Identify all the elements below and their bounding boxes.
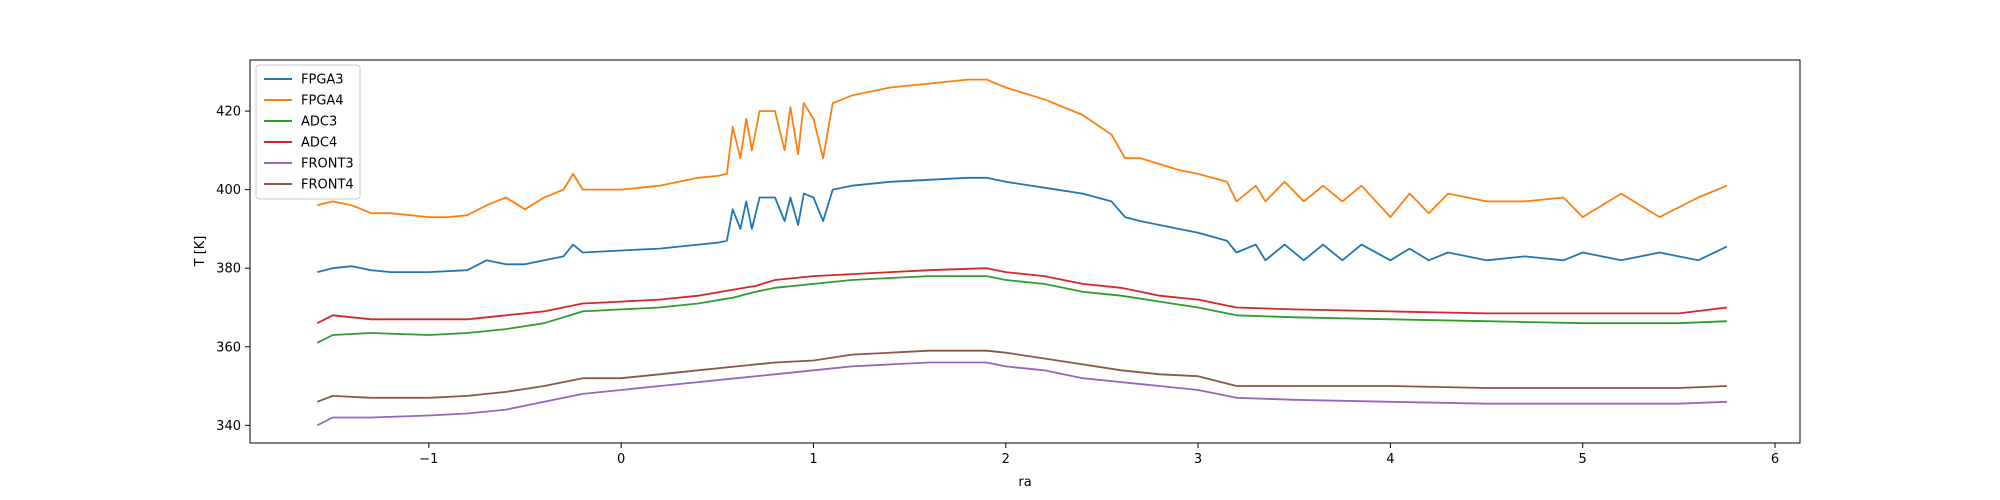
y-tick-label: 420 xyxy=(216,105,241,120)
series-line-front3 xyxy=(316,361,1727,427)
x-tick-label: 3 xyxy=(1194,452,1202,467)
series-line-adc3 xyxy=(316,275,1727,344)
legend-label-adc3: ADC3 xyxy=(301,115,337,130)
x-tick-label: 1 xyxy=(809,452,817,467)
series-line-fpga4 xyxy=(317,78,1728,219)
series-line-adc4 xyxy=(316,267,1728,325)
x-axis-label: ra xyxy=(1018,475,1031,490)
x-tick-label: −1 xyxy=(419,452,438,467)
x-tick-label: 0 xyxy=(617,452,625,467)
series-layer xyxy=(316,78,1728,427)
x-tick-label: 4 xyxy=(1386,452,1394,467)
legend-box xyxy=(255,64,361,200)
series-line-fpga3 xyxy=(317,176,1728,274)
x-tick-label: 5 xyxy=(1579,452,1587,467)
y-tick-label: 360 xyxy=(216,340,241,355)
series-line-front4 xyxy=(316,349,1727,403)
y-tick-label: 400 xyxy=(216,183,241,198)
legend-label-fpga4: FPGA4 xyxy=(301,94,344,109)
legend-label-front4: FRONT4 xyxy=(301,178,354,193)
x-tick-label: 6 xyxy=(1771,452,1779,467)
x-tick-label: 2 xyxy=(1002,452,1010,467)
y-axis-label: T [K] xyxy=(193,236,208,268)
y-axis: 340 360 380 400 420 xyxy=(216,105,250,434)
legend-label-adc4: ADC4 xyxy=(301,136,337,151)
x-axis: −1 0 1 2 3 4 5 6 xyxy=(419,443,1779,467)
y-tick-label: 380 xyxy=(216,262,241,277)
y-tick-label: 340 xyxy=(216,419,241,434)
plot-frame xyxy=(249,59,1801,444)
legend-label-front3: FRONT3 xyxy=(301,157,354,172)
legend-label-fpga3: FPGA3 xyxy=(301,73,344,88)
legend: FPGA3 FPGA4 ADC3 ADC4 FRONT3 FRONT4 xyxy=(255,64,361,200)
